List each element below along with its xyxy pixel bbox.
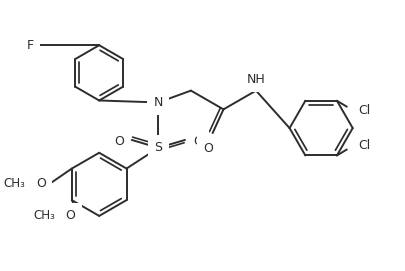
Text: F: F: [27, 39, 34, 52]
Text: S: S: [154, 141, 162, 154]
Text: CH₃: CH₃: [3, 177, 25, 190]
Text: O: O: [204, 142, 213, 155]
Text: O: O: [36, 177, 46, 190]
Text: N: N: [153, 96, 163, 109]
Text: O: O: [114, 136, 124, 149]
Text: O: O: [66, 209, 75, 222]
Text: Cl: Cl: [359, 139, 371, 152]
Text: CH₃: CH₃: [33, 209, 55, 222]
Text: Cl: Cl: [359, 104, 371, 117]
Text: O: O: [193, 136, 203, 149]
Text: NH: NH: [247, 73, 265, 86]
